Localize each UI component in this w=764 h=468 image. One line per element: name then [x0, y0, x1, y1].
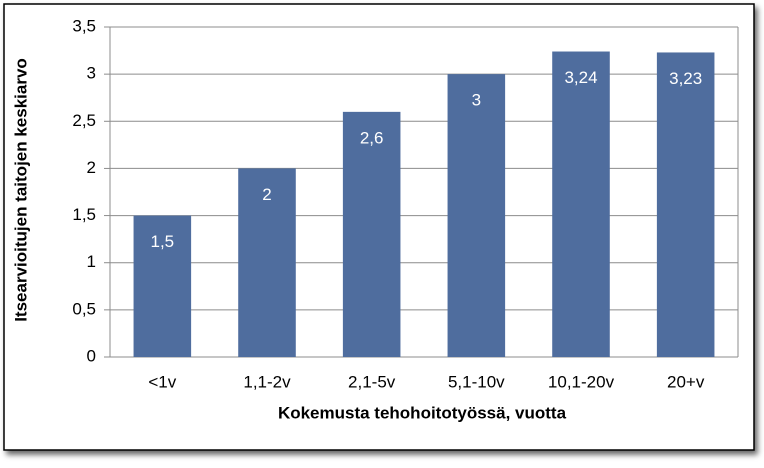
x-tick-label: 2,1-5v — [348, 372, 396, 391]
y-tick-label: 3 — [87, 64, 96, 83]
y-tick-label: 1 — [87, 252, 96, 271]
bar — [133, 215, 192, 357]
x-tick-label: 1,1-2v — [243, 372, 291, 391]
bar — [447, 74, 506, 358]
data-label: 2 — [262, 185, 271, 204]
x-tick-label: 20+v — [667, 372, 705, 391]
bar — [238, 168, 296, 357]
bar — [552, 51, 610, 358]
x-tick-label: <1v — [148, 372, 176, 391]
data-label: 3 — [472, 91, 481, 110]
y-tick-label: 1,5 — [72, 205, 96, 224]
data-label: 3,24 — [564, 68, 597, 87]
y-tick-label: 0 — [87, 346, 96, 365]
y-axis-title: Itsearvioitujen taitojen keskiarvo — [11, 58, 30, 322]
x-tick-label: 5,1-10v — [448, 372, 505, 391]
bar — [342, 111, 401, 357]
data-label: 1,5 — [151, 232, 175, 251]
y-tick-label: 0,5 — [72, 299, 96, 318]
x-tick-label: 10,1-20v — [548, 372, 615, 391]
data-label: 2,6 — [360, 128, 384, 147]
x-axis-title: Kokemusta tehohoitotyössä, vuotta — [278, 403, 567, 422]
y-tick-label: 3,5 — [72, 16, 96, 35]
y-tick-label: 2 — [87, 158, 96, 177]
bar — [656, 52, 715, 357]
y-tick-label: 2,5 — [72, 111, 96, 130]
data-label: 3,23 — [669, 69, 702, 88]
